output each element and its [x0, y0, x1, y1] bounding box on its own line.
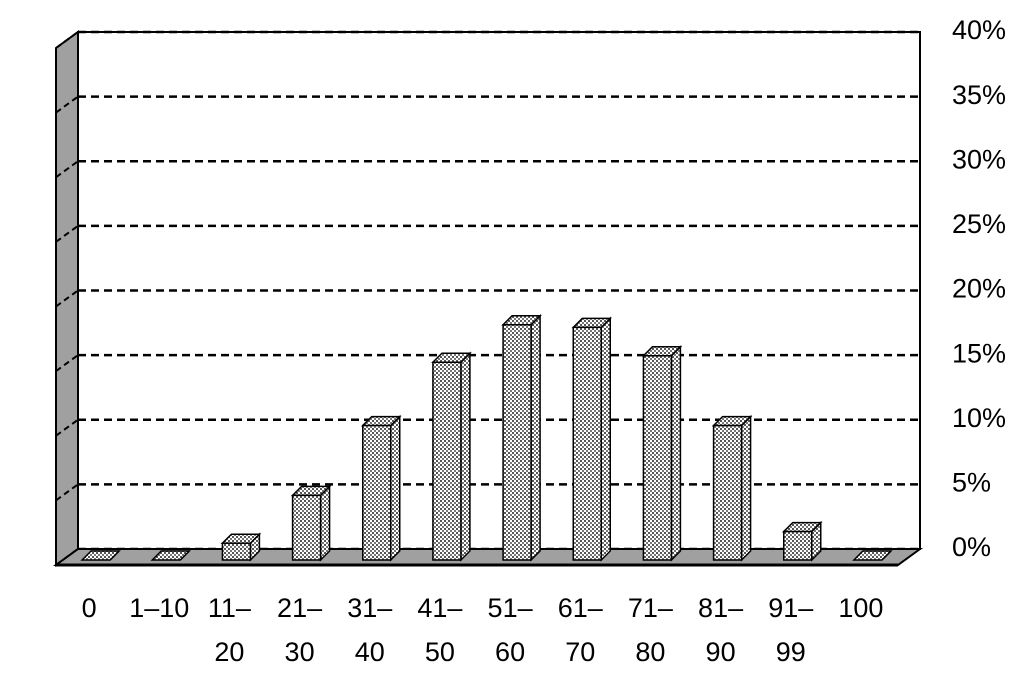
- bar: [360, 414, 402, 562]
- bar-front: [642, 355, 673, 561]
- bar-side: [600, 316, 611, 562]
- bar-front: [362, 424, 392, 561]
- grid-line-side: [55, 31, 79, 49]
- x-tick-label: 0: [81, 593, 97, 623]
- grid-line-side: [55, 354, 79, 372]
- bar-side: [460, 351, 471, 562]
- x-tick-label: 71– 80: [627, 593, 673, 667]
- y-tick-label: 15%: [952, 338, 1006, 368]
- bar: [852, 550, 893, 561]
- y-tick-label: 35%: [952, 80, 1006, 110]
- bar-front: [712, 424, 743, 561]
- x-tick-label: 51– 60: [487, 593, 533, 667]
- bar-front: [572, 326, 602, 561]
- bar-front: [502, 324, 532, 561]
- y-tick-label: 25%: [952, 209, 1006, 239]
- y-tick-label: 5%: [952, 468, 991, 498]
- x-tick-label: 61– 70: [557, 593, 603, 667]
- bar-front: [291, 494, 322, 561]
- x-tick-label: 11– 20: [207, 593, 251, 667]
- grid-line-side: [55, 483, 79, 502]
- bar: [150, 550, 192, 561]
- grid-line-side: [55, 289, 79, 308]
- bar: [220, 532, 262, 562]
- x-tick-label: 91– 99: [768, 593, 814, 667]
- bar-top: [150, 550, 192, 561]
- bar: [431, 351, 472, 562]
- x-tick-label: 100: [838, 593, 884, 623]
- bar-top: [80, 550, 121, 561]
- grid-line-side: [55, 225, 79, 243]
- bar-side: [740, 414, 752, 562]
- grid-line-side: [55, 418, 79, 437]
- grid-line-side: [55, 160, 79, 179]
- y-tick-label: 20%: [952, 274, 1006, 304]
- bar: [290, 484, 332, 562]
- x-tick-label: 31– 40: [347, 593, 393, 667]
- bar: [641, 344, 683, 562]
- x-tick-label: 21– 30: [277, 593, 323, 667]
- bar-side: [319, 484, 331, 562]
- bar-side: [670, 344, 682, 562]
- x-tick-label: 81– 90: [698, 593, 744, 667]
- x-tick-label: 1–10: [129, 593, 190, 623]
- bar-front: [432, 361, 462, 561]
- y-tick-label: 30%: [952, 144, 1006, 174]
- bar-top: [852, 550, 893, 561]
- x-tick-label: 41– 50: [417, 593, 463, 667]
- bar: [781, 520, 823, 562]
- y-tick-label: 40%: [952, 15, 1006, 45]
- y-tick-label: 10%: [952, 403, 1006, 433]
- bar-side: [530, 313, 541, 562]
- grid-line-side: [55, 95, 79, 114]
- bar: [711, 414, 753, 562]
- bar-front: [783, 530, 813, 561]
- bar: [80, 550, 121, 561]
- bar: [571, 316, 613, 562]
- bar-front: [221, 542, 252, 561]
- bar-side: [390, 414, 401, 562]
- bar: [501, 313, 542, 562]
- y-tick-label: 0%: [952, 532, 991, 562]
